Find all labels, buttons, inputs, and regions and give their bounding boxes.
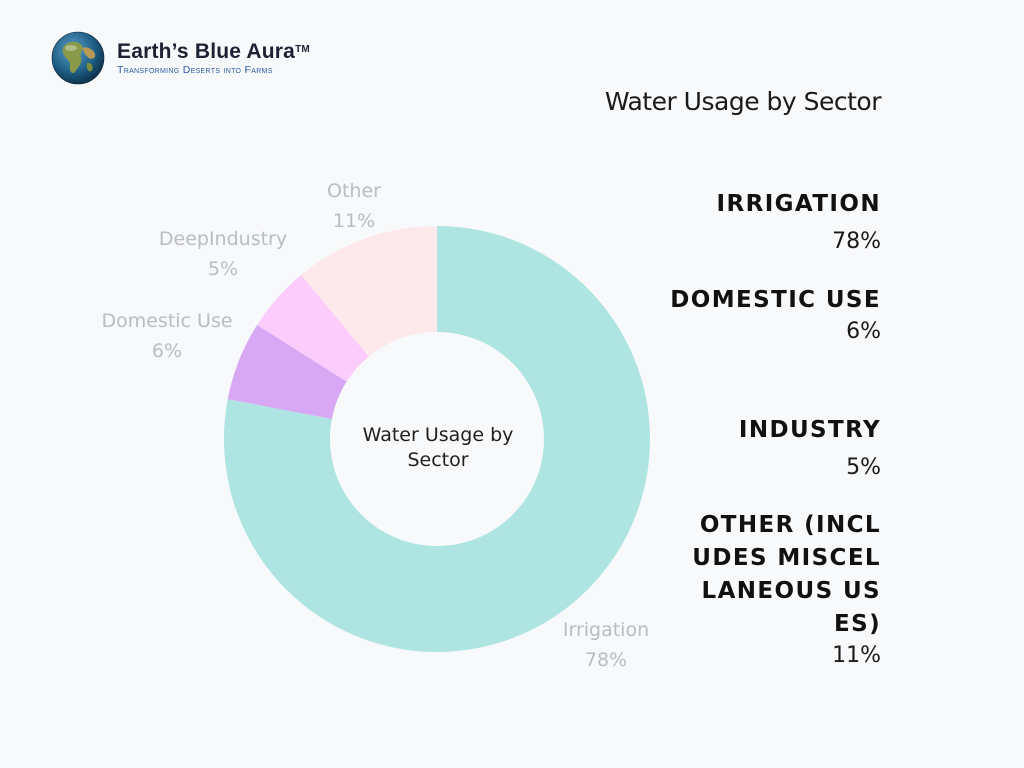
legend-name: Other (includes miscellaneous uses) <box>692 512 881 637</box>
brand-text: Earth’s Blue AuraTM Transforming Deserts… <box>117 40 310 76</box>
brand-name: Earth’s Blue AuraTM <box>117 40 310 63</box>
legend-item-domestic-use: Domestic Use 6% <box>651 284 881 347</box>
slice-other <box>301 226 437 357</box>
slice-label-name: Domestic Use <box>101 310 232 332</box>
legend-name: Domestic Use <box>670 287 881 313</box>
globe-icon <box>51 31 105 85</box>
legend-name: Industry <box>738 417 881 443</box>
slice-label-name: Irrigation <box>563 619 649 641</box>
brand-logo: Earth’s Blue AuraTM Transforming Deserts… <box>51 31 310 85</box>
slice-label-value: 5% <box>208 258 238 280</box>
slice-labels: Irrigation 78% Domestic Use 6% DeepIndustry 5… <box>101 180 649 671</box>
slice-irrigation <box>224 226 650 652</box>
legend-item-industry: Industry 5% <box>651 414 881 483</box>
center-label-line-1: Water Usage by <box>363 424 514 446</box>
slice-label-value: 6% <box>152 340 182 362</box>
legend-item-other: Other (includes miscellaneous uses) 11% <box>651 509 881 671</box>
center-label-line-2: Sector <box>407 449 468 471</box>
legend-value: 5% <box>846 455 881 480</box>
trademark-mark: TM <box>295 44 310 55</box>
brand-tagline: Transforming Deserts into Farms <box>117 64 273 76</box>
slice-label-name: Other <box>327 180 381 202</box>
legend-value: 11% <box>832 643 881 668</box>
slice-label-value: 11% <box>333 210 375 232</box>
legend-name: Irrigation <box>716 191 881 217</box>
center-label: Water Usage by Sector <box>363 424 514 471</box>
legend-value: 78% <box>832 229 881 254</box>
slice-label-value: 78% <box>585 649 627 671</box>
slice-domestic-use <box>227 324 347 419</box>
slice-label-name: DeepIndustry <box>159 228 287 250</box>
donut-slices <box>224 226 650 652</box>
page-title: Water Usage by Sector <box>604 87 882 116</box>
legend-item-irrigation: Irrigation 78% <box>651 188 881 257</box>
legend-value: 6% <box>846 319 881 344</box>
slice-deepindustry <box>257 274 369 382</box>
